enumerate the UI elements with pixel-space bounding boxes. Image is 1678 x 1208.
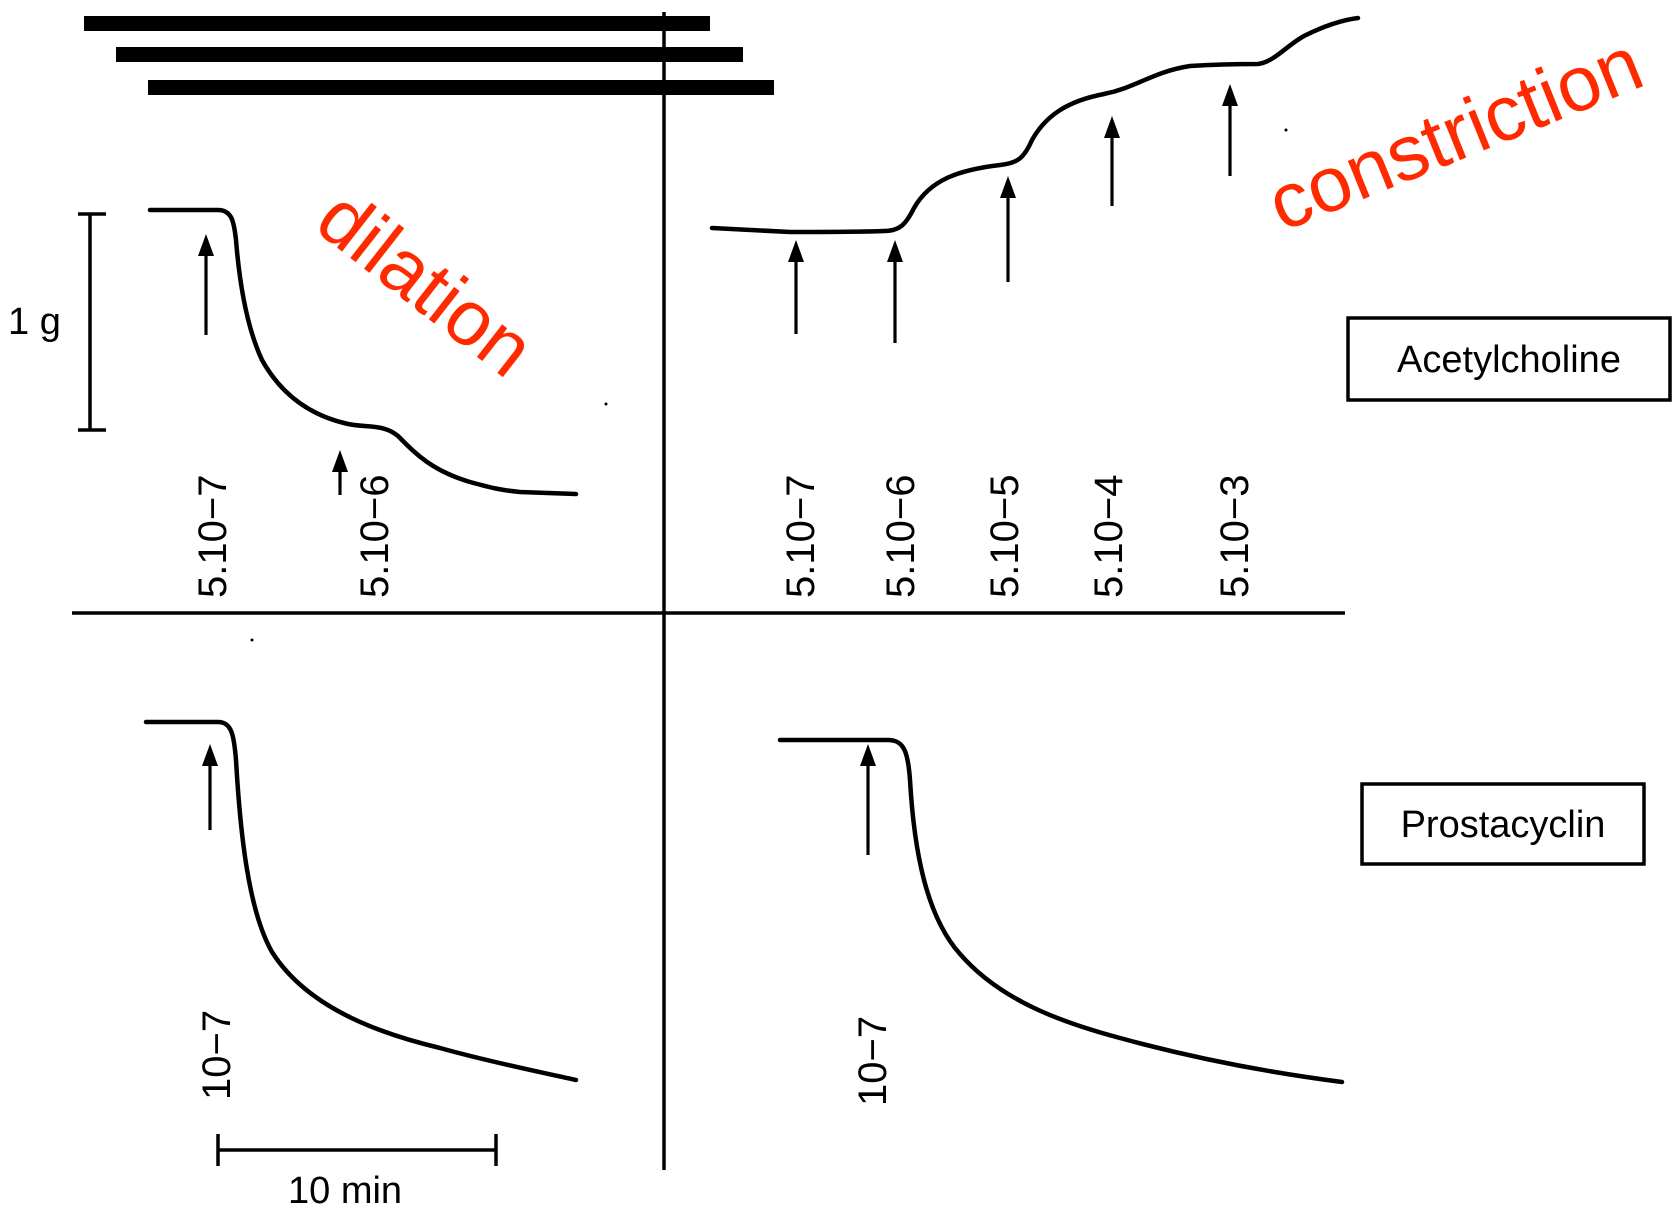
arrow-up-icon (1222, 84, 1238, 176)
dose-label: 5.10−4 (1087, 475, 1131, 598)
dose-label: 5.10−5 (983, 475, 1027, 598)
treatment-bar-1 (84, 16, 710, 31)
speck (1284, 128, 1288, 132)
dose-labels-top-right: 5.10−7 5.10−6 5.10−5 5.10−4 5.10−3 (779, 475, 1257, 598)
trace-bottom-left (143, 719, 579, 1083)
speck (250, 638, 254, 642)
dose-label: 5.10−6 (879, 475, 923, 598)
speck (604, 402, 608, 406)
force-scale-bar: 1 g (8, 212, 106, 432)
arrow-up-icon (332, 450, 348, 495)
prostacyclin-label: Prostacyclin (1401, 804, 1606, 846)
dose-labels-top-left: 5.10−7 5.10−6 (191, 475, 397, 598)
force-scale-label: 1 g (8, 301, 61, 343)
prostacyclin-label-box: Prostacyclin (1360, 782, 1646, 866)
treatment-bars (84, 16, 774, 95)
acetylcholine-label-box: Acetylcholine (1346, 316, 1672, 402)
dose-labels-bottom: 10−7 10−7 (195, 1010, 895, 1106)
arrow-up-icon (1000, 176, 1016, 282)
constriction-annotation: constriction (1255, 18, 1654, 247)
dose-label: 10−7 (851, 1016, 895, 1106)
dilation-annotation: dilation (302, 172, 551, 394)
arrow-up-icon (887, 240, 903, 343)
treatment-bar-2 (116, 47, 743, 62)
dose-label: 5.10−7 (191, 475, 235, 598)
dose-label: 5.10−7 (779, 475, 823, 598)
dose-arrow-bottom-left (202, 744, 218, 830)
dose-arrows-top-left (198, 234, 348, 495)
dose-label: 5.10−3 (1213, 475, 1257, 598)
arrow-up-icon (788, 240, 804, 334)
time-scale-bar: 10 min (216, 1134, 498, 1208)
dose-label: 5.10−6 (353, 475, 397, 598)
dose-arrows-top-right (788, 84, 1238, 343)
arrow-up-icon (1104, 116, 1120, 206)
trace-top-left (147, 207, 579, 497)
acetylcholine-label: Acetylcholine (1397, 339, 1621, 381)
treatment-bar-3 (148, 80, 774, 95)
dose-label: 10−7 (195, 1010, 239, 1100)
trace-bottom-right (777, 737, 1345, 1085)
dose-arrow-bottom-right (860, 744, 876, 855)
time-scale-label: 10 min (288, 1170, 402, 1208)
trace-top-right (709, 15, 1361, 235)
arrow-up-icon (198, 234, 214, 335)
